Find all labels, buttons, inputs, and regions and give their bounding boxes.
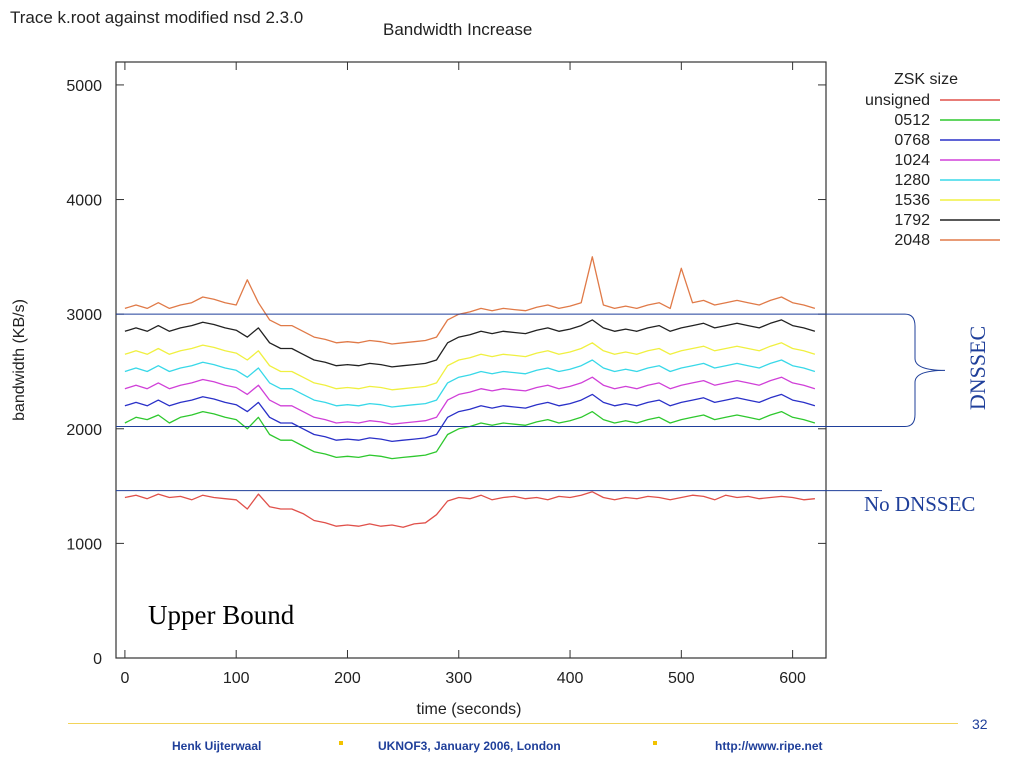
footer-separator-dot (339, 741, 343, 745)
upper-bound-label: Upper Bound (148, 600, 295, 630)
legend-label-2048: 2048 (894, 232, 930, 249)
y-tick-label: 3000 (66, 307, 102, 324)
dnssec-annotation: DNSSEC (958, 312, 998, 424)
footer-separator-dot (653, 741, 657, 745)
y-tick-label: 0 (93, 651, 102, 668)
legend-label-1536: 1536 (894, 192, 930, 209)
footer-url[interactable]: http://www.ripe.net (715, 739, 823, 753)
legend-label-0768: 0768 (894, 132, 930, 149)
legend: ZSK size unsigned 0512 0768 1024 1280 1536 179… (865, 71, 1000, 249)
series-line-1280 (124, 359, 816, 408)
dnssec-label: DNSSEC (965, 325, 990, 411)
series-line-1536 (124, 342, 816, 391)
chart-title: Bandwidth Increase (383, 20, 533, 39)
slide-title: Trace k.root against modified nsd 2.3.0 (10, 8, 304, 27)
y-tick-label: 1000 (66, 536, 102, 553)
footer-event: UKNOF3, January 2006, London (378, 739, 561, 753)
x-tick-label: 400 (557, 670, 584, 687)
legend-label-0512: 0512 (894, 112, 930, 129)
legend-label-1792: 1792 (894, 212, 930, 229)
series-line-1024 (124, 376, 816, 425)
y-tick-label: 2000 (66, 422, 102, 439)
x-tick-label: 100 (223, 670, 250, 687)
axis-ticks: 0 100 200 300 400 500 600 0 1000 2000 3000 4000 5000 (66, 62, 826, 687)
y-axis-label: bandwidth (KB/s) (11, 299, 28, 421)
plot-frame (115, 61, 827, 659)
annotation-layer (116, 313, 946, 492)
series-line-2048 (124, 256, 816, 345)
series-line-1792 (124, 319, 816, 368)
series-line-0512 (124, 410, 816, 460)
page-number: 32 (972, 716, 988, 732)
legend-title: ZSK size (894, 71, 958, 88)
x-tick-label: 0 (120, 670, 129, 687)
series-line-unsigned (124, 491, 815, 528)
footer-divider (68, 723, 958, 724)
series-layer (124, 256, 816, 528)
legend-label-1024: 1024 (894, 152, 930, 169)
x-tick-label: 500 (668, 670, 695, 687)
y-tick-label: 4000 (66, 193, 102, 210)
series-line-0768 (124, 393, 816, 443)
x-axis-label: time (seconds) (417, 701, 522, 718)
x-tick-label: 600 (779, 670, 806, 687)
y-tick-label: 5000 (66, 78, 102, 95)
no-dnssec-label: No DNSSEC (864, 492, 976, 516)
x-tick-label: 200 (334, 670, 361, 687)
footer-author: Henk Uijterwaal (172, 739, 262, 753)
x-tick-label: 300 (445, 670, 472, 687)
legend-label-1280: 1280 (894, 172, 930, 189)
dnssec-brace (904, 313, 946, 427)
legend-label-unsigned: unsigned (865, 92, 930, 109)
